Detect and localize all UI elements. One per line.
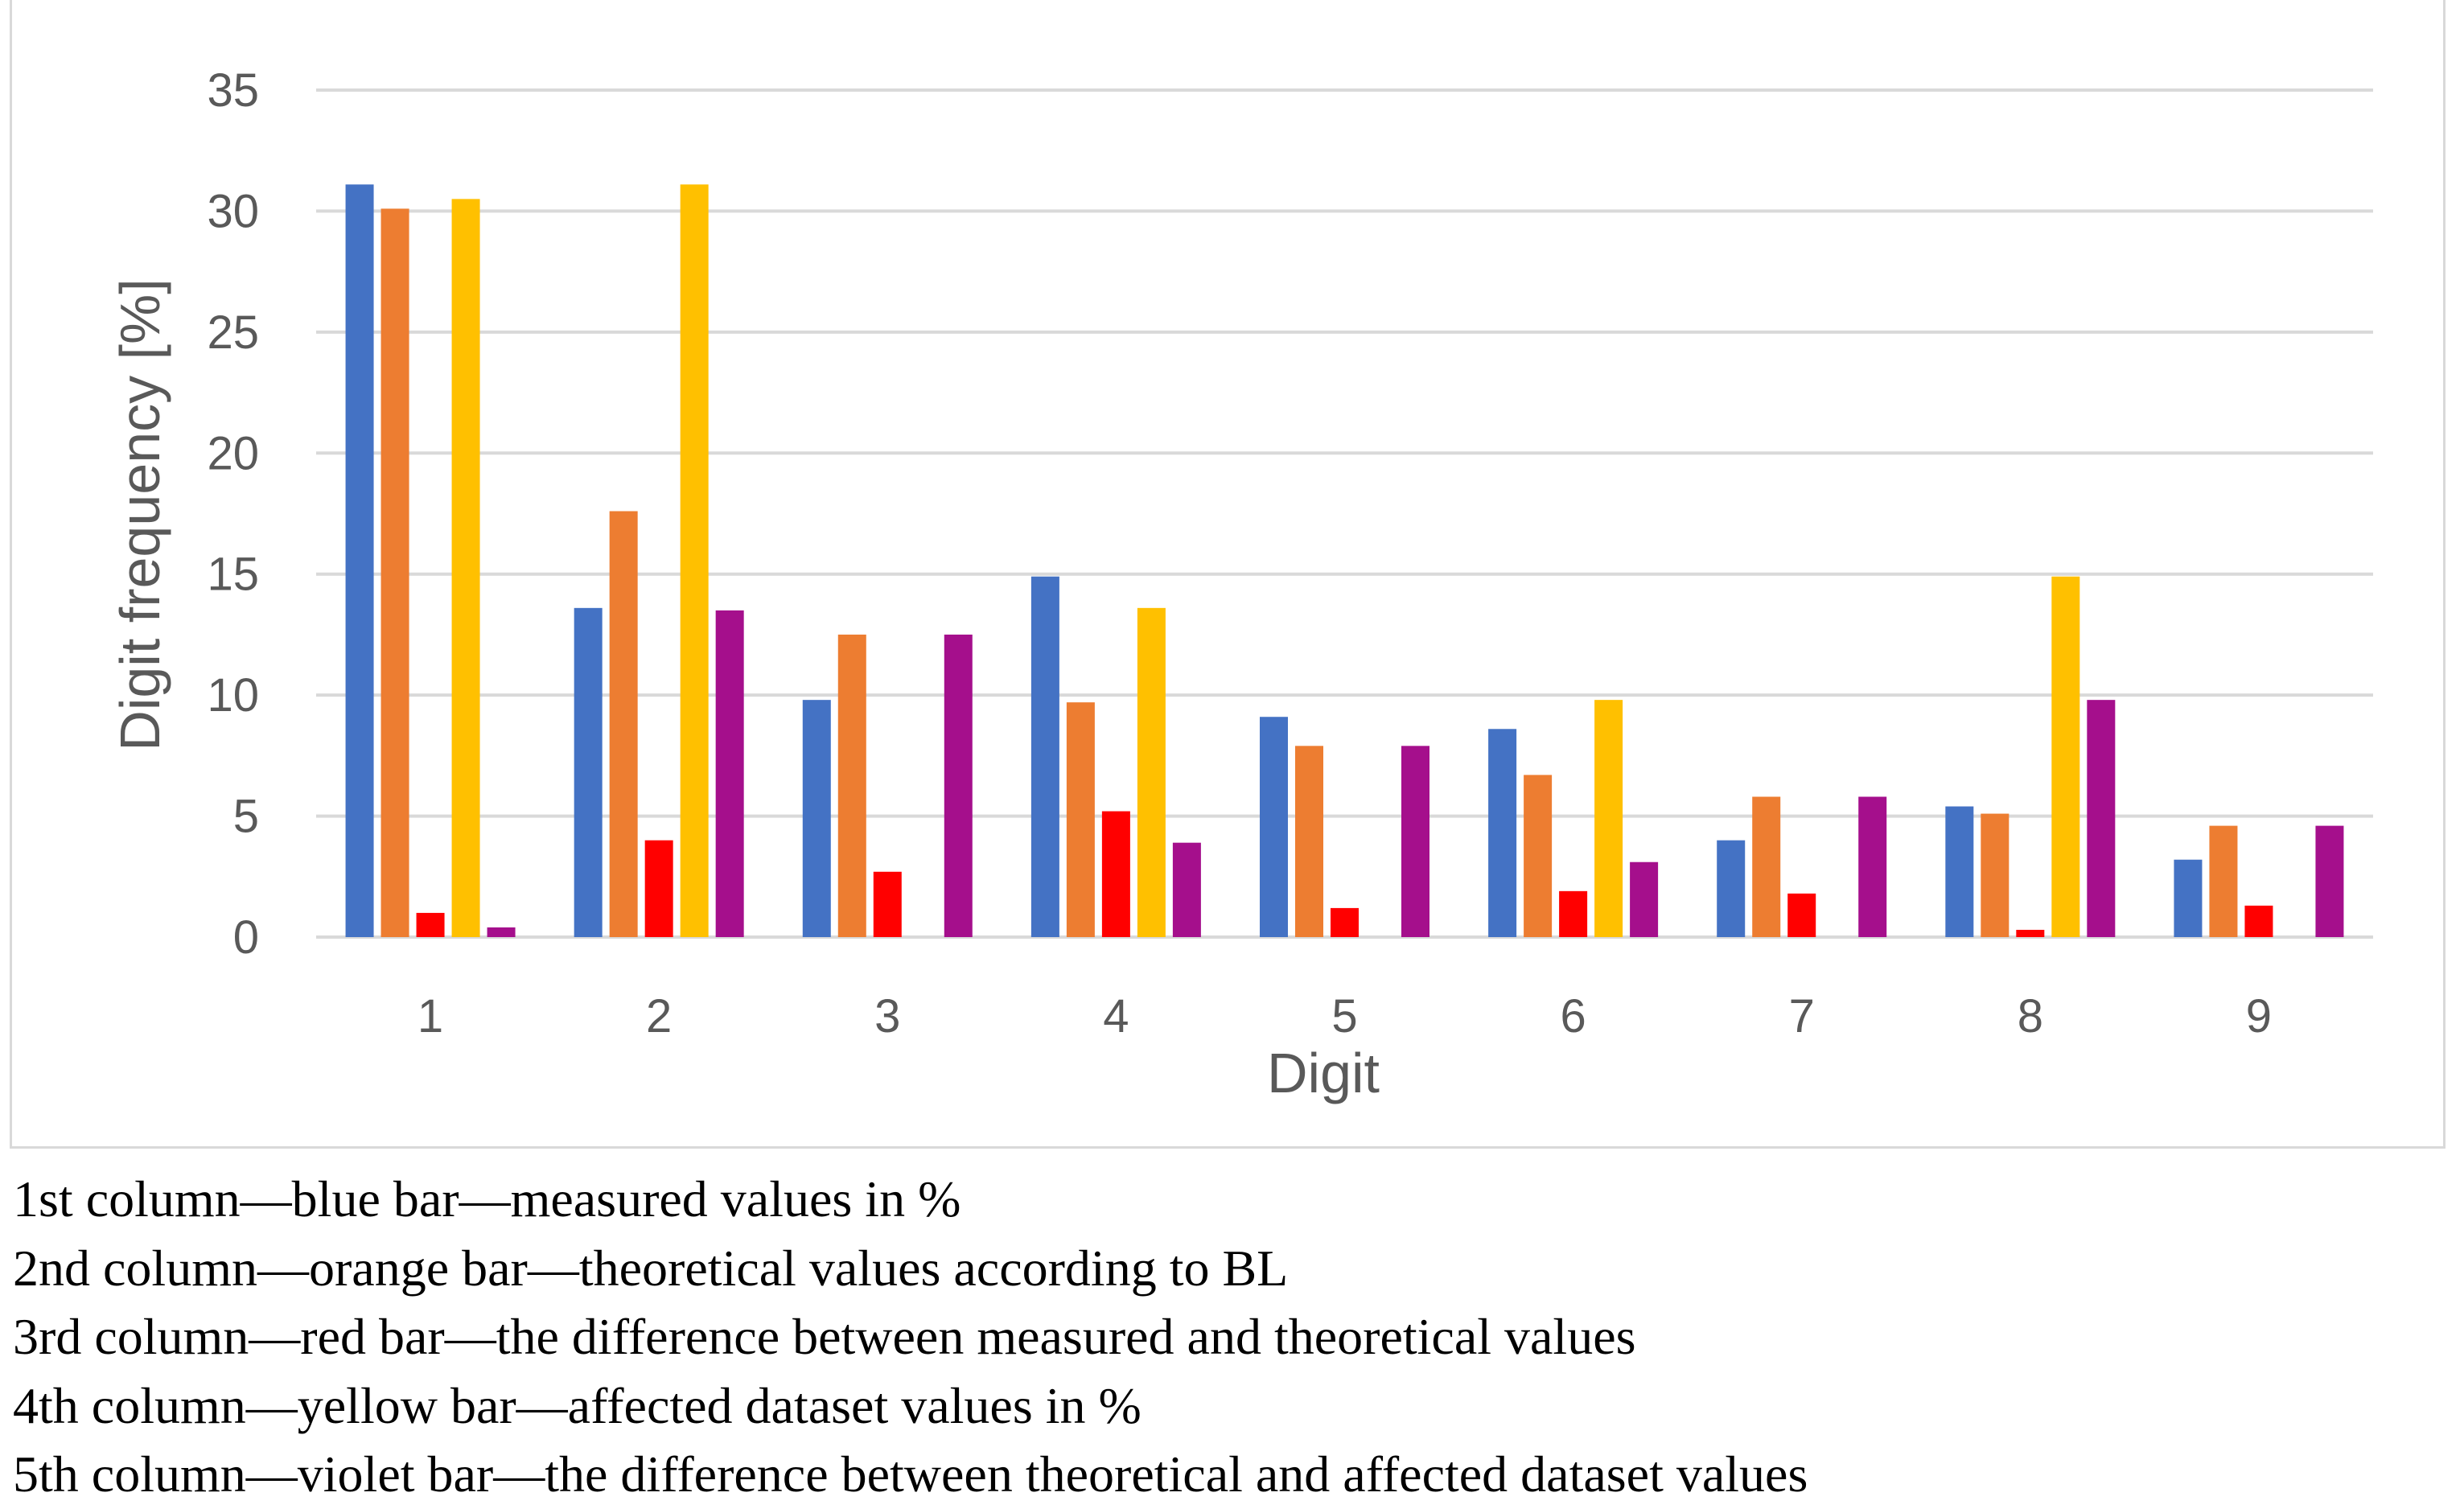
- legend-line-4: 4th column—yellow bar—affected dataset v…: [13, 1376, 1142, 1434]
- x-tick-label: 4: [1103, 990, 1129, 1042]
- bars: [345, 184, 2344, 937]
- bar-digit-6-series-3: [1559, 890, 1588, 937]
- x-tick-label: 2: [646, 990, 672, 1042]
- bar-digit-6-series-4: [1594, 700, 1623, 937]
- bar-digit-2-series-5: [715, 610, 744, 937]
- x-tick-label: 9: [2246, 990, 2272, 1042]
- bar-digit-5-series-1: [1260, 717, 1288, 937]
- bar-digit-1-series-4: [451, 199, 480, 937]
- bar-digit-7-series-3: [1787, 893, 1816, 937]
- y-tick-label: 20: [207, 427, 259, 479]
- legend-line-2: 2nd column—orange bar—theoretical values…: [13, 1239, 1289, 1297]
- x-tick-label: 6: [1560, 990, 1586, 1042]
- y-tick-label: 15: [207, 549, 259, 601]
- x-tick-label: 5: [1331, 990, 1357, 1042]
- bar-digit-9-series-1: [2174, 859, 2203, 937]
- bar-digit-1-series-1: [345, 184, 374, 937]
- bar-digit-9-series-2: [2209, 825, 2238, 937]
- bar-digit-4-series-4: [1137, 607, 1166, 937]
- bar-digit-8-series-1: [1945, 806, 1974, 937]
- bar-digit-2-series-3: [644, 840, 673, 937]
- bar-digit-9-series-3: [2244, 905, 2273, 937]
- bar-digit-5-series-3: [1331, 907, 1359, 937]
- y-tick-label: 25: [207, 306, 259, 359]
- y-axis-ticks: 0 5 10 15 20 25 30 35: [207, 64, 259, 964]
- y-axis-title: Digit frequency [%]: [109, 278, 171, 750]
- bar-digit-2-series-4: [680, 184, 709, 937]
- bar-digit-6-series-2: [1524, 775, 1553, 937]
- bar-digit-1-series-3: [416, 912, 445, 937]
- legend-line-5: 5th column—violet bar—the difference bet…: [13, 1445, 1808, 1503]
- bar-digit-4-series-3: [1101, 811, 1130, 937]
- y-tick-label: 5: [233, 791, 259, 843]
- bar-digit-6-series-5: [1630, 861, 1659, 937]
- bar-digit-8-series-5: [2087, 700, 2116, 937]
- x-tick-label: 3: [874, 990, 900, 1042]
- bar-digit-1-series-2: [381, 208, 409, 937]
- bar-digit-3-series-1: [802, 700, 831, 937]
- bar-digit-2-series-2: [609, 511, 638, 937]
- bar-digit-8-series-2: [1981, 813, 2009, 937]
- legend-notes: 1st column—blue bar—measured values in %…: [13, 1165, 2450, 1509]
- legend-line-3: 3rd column—red bar—the difference betwee…: [13, 1308, 1636, 1365]
- bar-digit-7-series-2: [1752, 796, 1781, 937]
- bar-digit-9-series-5: [2315, 825, 2344, 937]
- bar-digit-8-series-4: [2051, 576, 2080, 937]
- x-tick-label: 7: [1789, 990, 1815, 1042]
- bar-digit-8-series-3: [2016, 929, 2045, 937]
- bar-digit-3-series-5: [944, 634, 973, 937]
- bar-digit-4-series-1: [1030, 576, 1059, 937]
- legend-line-1: 1st column—blue bar—measured values in %: [13, 1170, 961, 1227]
- bar-digit-6-series-1: [1488, 729, 1517, 937]
- bar-digit-4-series-5: [1172, 842, 1201, 937]
- bar-digit-2-series-1: [574, 607, 603, 937]
- bar-digit-7-series-5: [1858, 796, 1887, 937]
- y-tick-label: 0: [233, 911, 259, 964]
- bar-digit-5-series-2: [1295, 746, 1323, 937]
- bar-chart: 0 5 10 15 20 25 30 35 1 2 3 4 5 6 7 8 9 Digit Digit fre…: [109, 64, 2373, 1104]
- x-axis-title: Digit: [1267, 1042, 1380, 1104]
- y-tick-label: 10: [207, 669, 259, 722]
- y-tick-label: 35: [207, 64, 259, 117]
- y-tick-label: 30: [207, 185, 259, 237]
- bar-digit-5-series-5: [1401, 746, 1429, 937]
- bar-digit-1-series-5: [487, 927, 516, 937]
- x-tick-label: 8: [2018, 990, 2043, 1042]
- bar-digit-7-series-1: [1717, 840, 1746, 937]
- bar-digit-3-series-2: [837, 634, 866, 937]
- x-axis-ticks: 1 2 3 4 5 6 7 8 9: [418, 990, 2272, 1042]
- bar-digit-4-series-2: [1066, 702, 1095, 937]
- bar-digit-3-series-3: [873, 871, 902, 937]
- x-tick-label: 1: [418, 990, 443, 1042]
